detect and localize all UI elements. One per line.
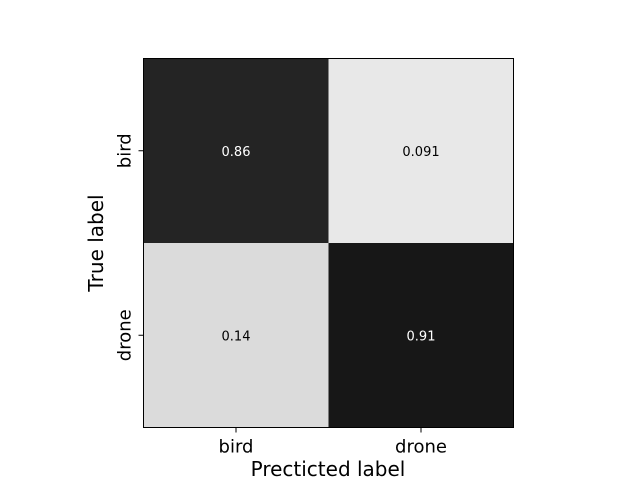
heatmap-cell-drone-bird bbox=[143, 243, 329, 428]
cell-value-label: 0.091 bbox=[402, 145, 439, 160]
x-tick-label: bird bbox=[219, 437, 254, 458]
y-tick-label: drone bbox=[115, 309, 136, 361]
y-axis-label: True label bbox=[84, 194, 108, 292]
heatmap-cell-bird-drone bbox=[328, 58, 514, 244]
cell-value-label: 0.14 bbox=[222, 329, 251, 344]
x-axis-label: Precticted label bbox=[251, 457, 406, 480]
ticks-layer: bird drone bird drone bbox=[115, 133, 447, 457]
heatmap-cell-bird-bird bbox=[143, 58, 329, 244]
cell-value-label: 0.86 bbox=[222, 145, 251, 160]
x-tick-label: drone bbox=[395, 437, 447, 458]
y-tick-label: bird bbox=[115, 133, 136, 168]
plot-frame bbox=[143, 58, 514, 428]
cells-layer: 0.86 0.091 0.14 0.91 bbox=[143, 58, 514, 428]
cell-value-label: 0.91 bbox=[407, 329, 436, 344]
heatmap-cell-drone-drone bbox=[328, 243, 514, 428]
